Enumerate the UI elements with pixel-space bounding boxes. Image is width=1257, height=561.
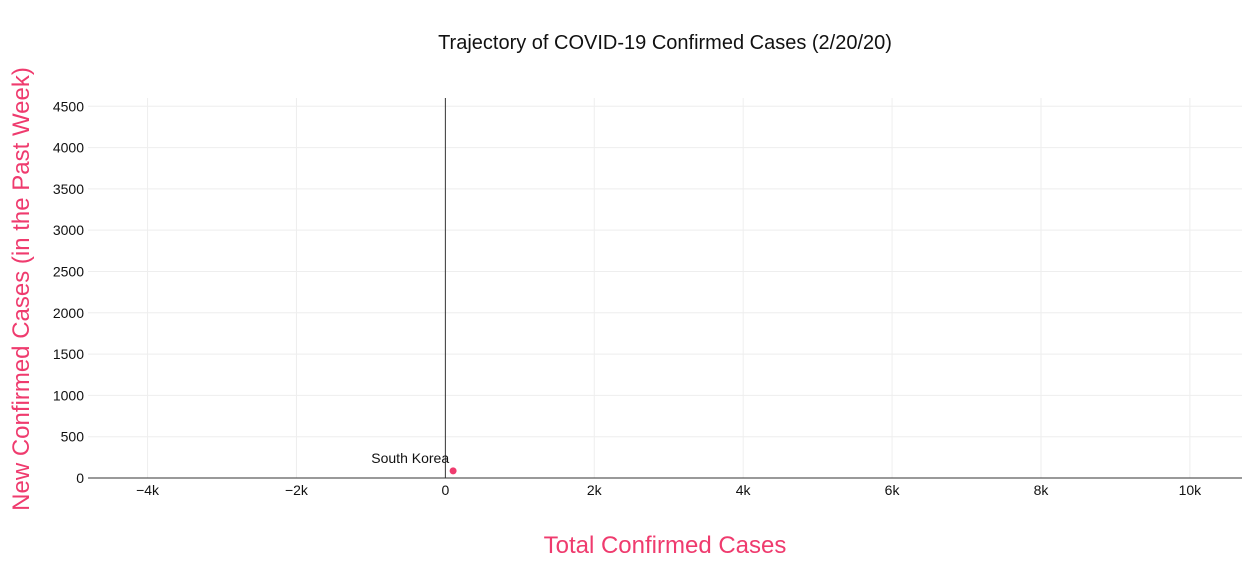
x-tick-label: −2k [285,482,309,498]
x-tick-label: 6k [885,482,901,498]
data-points: South Korea [371,450,457,475]
y-tick-label: 3500 [53,181,84,197]
y-tick-label: 4500 [53,98,84,114]
y-axis-title: New Confirmed Cases (in the Past Week) [8,67,35,511]
chart-title: Trajectory of COVID-19 Confirmed Cases (… [438,32,892,54]
data-point [449,467,457,475]
x-tick-label: −4k [136,482,160,498]
y-tick-label: 2500 [53,263,84,279]
x-tick-label: 2k [587,482,603,498]
y-tick-label: 500 [61,429,85,445]
axes [88,98,1242,479]
y-tick-label: 4000 [53,140,84,156]
x-tick-label: 10k [1179,482,1203,498]
y-tick-label: 0 [76,470,84,486]
y-tick-label: 1000 [53,387,84,403]
grid-lines [88,98,1242,478]
data-point-label: South Korea [371,450,449,466]
y-tick-label: 3000 [53,222,84,238]
tick-labels: −4k −2k 0 2k 4k 6k 8k 10k 0 500 1000 1500 2000 2500 30… [53,98,1202,498]
x-tick-label: 8k [1034,482,1050,498]
x-tick-label: 0 [441,482,449,498]
y-tick-label: 2000 [53,305,84,321]
x-axis-title: Total Confirmed Cases [544,532,787,559]
x-tick-label: 4k [736,482,752,498]
y-tick-label: 1500 [53,346,84,362]
